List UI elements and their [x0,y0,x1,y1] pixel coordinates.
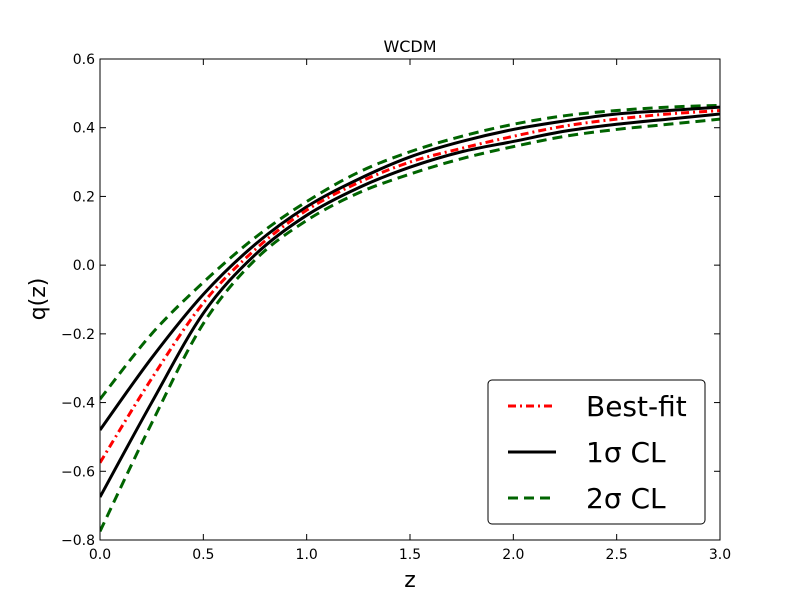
legend: Best-fit 1σ CL 2σ CL [487,379,706,525]
x-tick-label: 2.0 [502,547,524,563]
x-tick-label: 0.5 [192,547,214,563]
series-line-1sigma-lower [100,112,720,498]
y-tick-label: −0.2 [61,327,95,343]
y-tick-label: 0.2 [73,189,95,205]
y-axis-label: q(z) [26,278,51,321]
y-tick-label: 0.6 [73,52,95,68]
y-tick-label: 0.4 [73,121,95,137]
axes-layer: 0.0 0.5 1.0 1.5 2.0 2.5 3.0 −0.8 −0.6 −0.4 −0.2 0.0… [61,52,731,563]
y-tick-label: −0.8 [61,533,95,549]
x-tick-label: 2.5 [606,547,628,563]
series-line-best-fit [100,109,720,464]
series-line-2sigma-lower [100,117,720,533]
legend-label: 1σ CL [586,436,666,469]
series-layer [100,103,720,533]
x-axis-label: z [404,568,416,593]
x-tick-label: 1.0 [296,547,318,563]
y-tick-label: −0.6 [61,464,95,480]
x-tick-label: 0.0 [89,547,111,563]
legend-label: Best-fit [586,390,687,423]
y-tick-label: −0.4 [61,396,95,412]
legend-box [487,379,706,525]
x-tick-label: 3.0 [709,547,731,563]
x-tick-label: 1.5 [399,547,421,563]
chart-title: WCDM [383,37,436,56]
series-line-2sigma-upper [100,103,720,401]
series-line-1sigma-upper [100,105,720,431]
legend-label: 2σ CL [586,482,666,515]
y-tick-label: 0.0 [73,258,95,274]
